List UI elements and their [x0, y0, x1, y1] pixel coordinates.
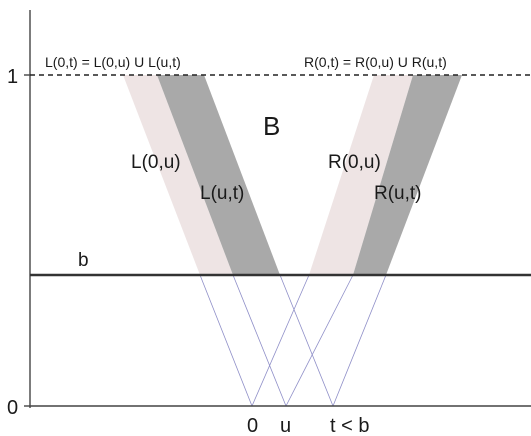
left-outer-label: L(u,t) [200, 183, 244, 204]
top-right-equation: R(0,t) = R(0,u) U R(u,t) [304, 54, 447, 70]
band-right-light [309, 75, 413, 275]
right-outer-label: R(u,t) [374, 183, 422, 204]
x-label-zero: 0 [247, 415, 258, 436]
top-left-equation: L(0,t) = L(0,u) U L(u,t) [45, 54, 181, 70]
x-label-t: t < b [330, 415, 369, 436]
band-left-dark [157, 75, 280, 275]
barrier-label: b [78, 250, 89, 271]
y-axis-top-label: 1 [7, 66, 18, 88]
right-inner-label: R(0,u) [328, 152, 381, 173]
y-axis-bottom-label: 0 [7, 397, 18, 419]
left-inner-label: L(0,u) [131, 152, 181, 173]
band-right-dark [353, 75, 462, 275]
thin-lines [199, 274, 387, 407]
x-label-u: u [280, 415, 291, 436]
band-left-light [123, 75, 233, 275]
region-label: B [263, 111, 280, 141]
